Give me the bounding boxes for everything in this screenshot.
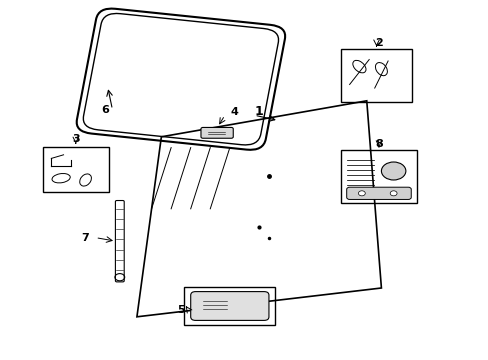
FancyBboxPatch shape <box>201 127 233 138</box>
Circle shape <box>381 162 405 180</box>
Text: 1: 1 <box>254 105 263 118</box>
Text: 3: 3 <box>72 134 80 144</box>
FancyBboxPatch shape <box>190 292 268 320</box>
Text: 5: 5 <box>177 305 184 315</box>
Text: 8: 8 <box>374 139 382 149</box>
Text: 4: 4 <box>230 107 238 117</box>
Text: 6: 6 <box>101 105 109 115</box>
Text: 2: 2 <box>374 38 382 48</box>
Text: 7: 7 <box>81 233 89 243</box>
Circle shape <box>389 191 396 196</box>
FancyBboxPatch shape <box>346 187 410 199</box>
Circle shape <box>358 191 365 196</box>
